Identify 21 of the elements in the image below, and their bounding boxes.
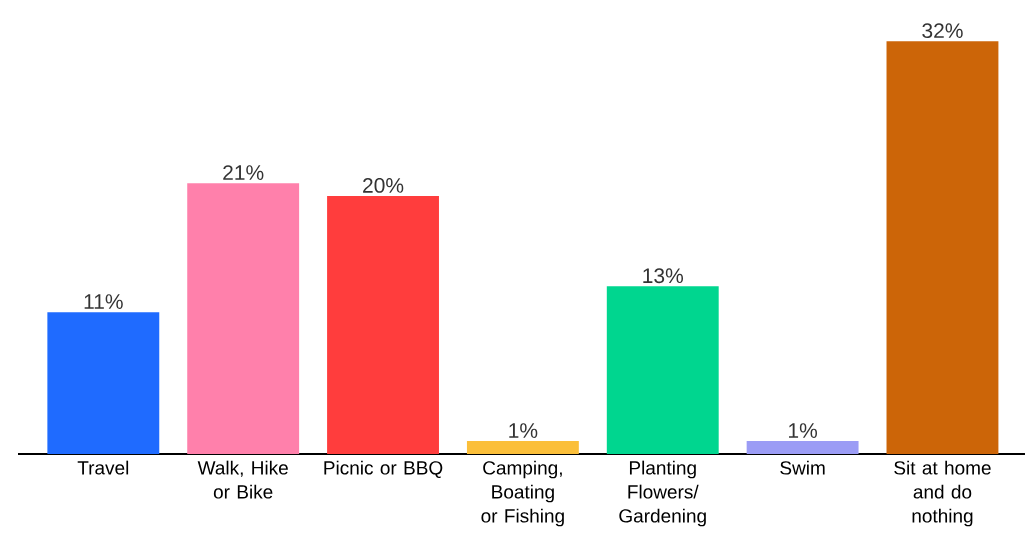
data-label: 11% <box>84 294 123 309</box>
data-label: 32% <box>922 23 963 39</box>
bar <box>886 41 999 454</box>
x-tick-label: Travel <box>77 460 129 475</box>
bar <box>746 441 859 454</box>
data-label: 1% <box>509 423 538 438</box>
bar <box>327 196 439 454</box>
x-tick-label: Planting Flowers/ Gardening <box>619 460 706 527</box>
x-tick-label: Camping, Boating or Fishing <box>481 460 564 527</box>
data-label: 13% <box>643 268 683 284</box>
x-tick-label: Walk, Hike or Bike <box>197 460 288 499</box>
bar <box>47 312 160 454</box>
x-tick-label: Sit at home and do nothing <box>894 460 991 527</box>
data-label: 1% <box>789 423 818 438</box>
x-tick-label: Swim <box>780 460 825 475</box>
x-tick-label: Picnic or BBQ <box>324 460 443 479</box>
bar <box>606 286 719 454</box>
data-label: 21% <box>223 165 264 180</box>
data-label: 20% <box>363 177 404 193</box>
bar <box>466 441 579 454</box>
bar <box>187 183 300 454</box>
